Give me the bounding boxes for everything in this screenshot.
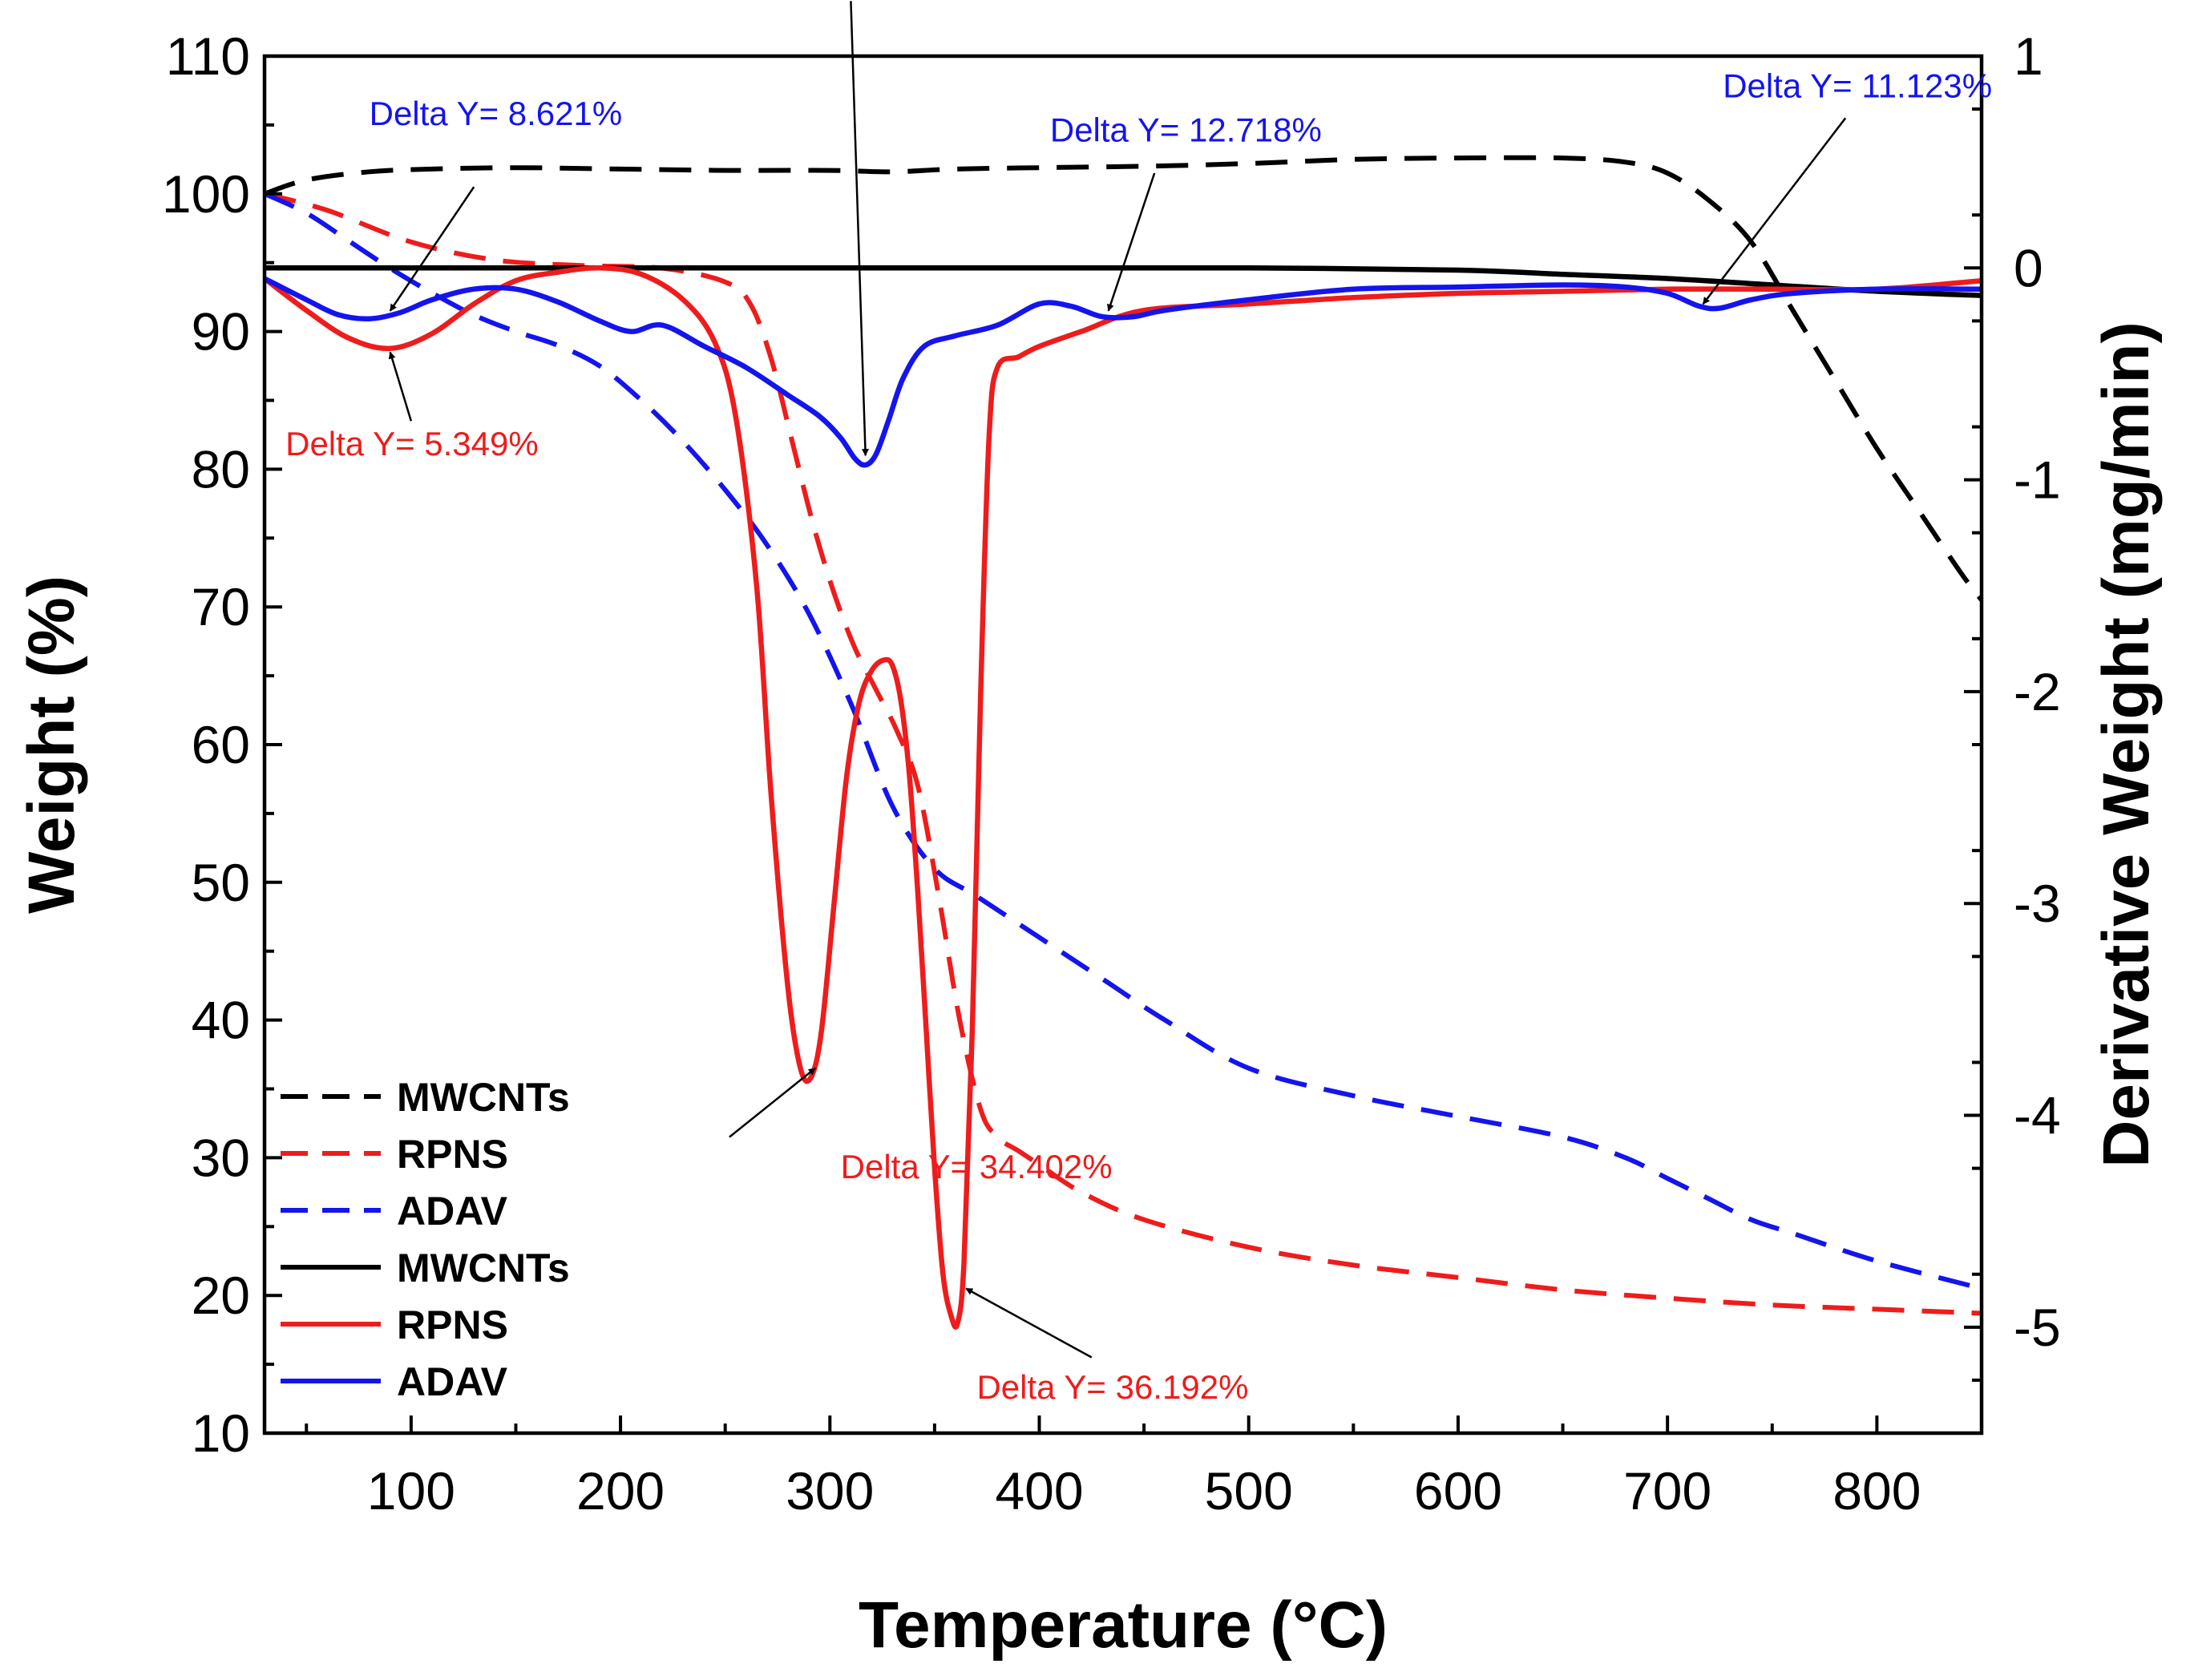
- x-tick-label: 300: [786, 1461, 874, 1520]
- annotation-label: Delta Y= 34.402%: [841, 1148, 1113, 1185]
- y-tick-label: 30: [192, 1128, 250, 1187]
- annotation-arrow: [850, 1, 869, 457]
- y2-tick-label: -5: [2014, 1298, 2061, 1357]
- annotation-label: Delta Y= 36.192%: [976, 1368, 1248, 1406]
- y2-tick-label: -4: [2014, 1086, 2061, 1145]
- series-adav-dtg: [263, 276, 1982, 468]
- annotation-label: Delta Y= 5.349%: [285, 425, 539, 462]
- y-tick-label: 20: [192, 1266, 250, 1325]
- legend-label: RPNS: [397, 1302, 508, 1347]
- y2-tick-label: 0: [2014, 238, 2043, 297]
- y2-tick-label: 1: [2014, 26, 2043, 86]
- legend-label: ADAV: [397, 1359, 508, 1404]
- x-tick-label: 500: [1205, 1461, 1293, 1520]
- y-axis-title: Weight (%): [15, 575, 88, 914]
- legend-label: MWCNTs: [397, 1075, 570, 1120]
- y-tick-label: 60: [192, 715, 250, 774]
- x-tick-label: 200: [576, 1461, 665, 1520]
- annotation-arrow: [965, 1287, 1093, 1359]
- y-tick-label: 110: [166, 26, 250, 86]
- legend-label: ADAV: [397, 1189, 508, 1234]
- x-tick-label: 100: [367, 1461, 455, 1520]
- series-mwcnts-tga: [264, 155, 1984, 602]
- x-tick-label: 600: [1414, 1461, 1502, 1520]
- y2-tick-label: -1: [2014, 450, 2061, 510]
- y-tick-label: 90: [192, 302, 250, 361]
- x-axis-title: Temperature (°C): [859, 1589, 1388, 1662]
- x-tick-label: 700: [1623, 1461, 1711, 1520]
- annotation-arrow: [388, 351, 413, 422]
- y-tick-label: 80: [192, 439, 250, 499]
- annotation-arrow: [1107, 172, 1156, 312]
- annotation-arrow: [729, 1067, 816, 1138]
- series-rpns-tga: [264, 191, 1982, 1316]
- annotation-arrow: [1702, 117, 1847, 305]
- annotation-label: Delta Y= 8.621%: [370, 95, 623, 132]
- y2-tick-label: -2: [2014, 662, 2061, 721]
- y2-axis-title: Derivative Weight (mg/min): [2090, 321, 2163, 1168]
- annotation-arrow: [389, 186, 475, 312]
- legend-label: MWCNTs: [397, 1246, 570, 1290]
- x-tick-label: 800: [1832, 1461, 1921, 1520]
- y-tick-label: 100: [162, 164, 250, 224]
- annotation-label: Delta Y= 11.123%: [1723, 67, 1992, 105]
- annotation-label: Delta Y= 12.718%: [1050, 111, 1322, 149]
- y-tick-label: 70: [192, 577, 250, 636]
- x-tick-label: 400: [995, 1461, 1083, 1520]
- series-adav-tga: [263, 192, 1982, 1291]
- y-tick-label: 10: [192, 1403, 250, 1463]
- y-tick-label: 40: [192, 991, 250, 1050]
- legend-label: RPNS: [397, 1132, 508, 1177]
- y2-tick-label: -3: [2014, 874, 2061, 933]
- y-tick-label: 50: [192, 853, 250, 912]
